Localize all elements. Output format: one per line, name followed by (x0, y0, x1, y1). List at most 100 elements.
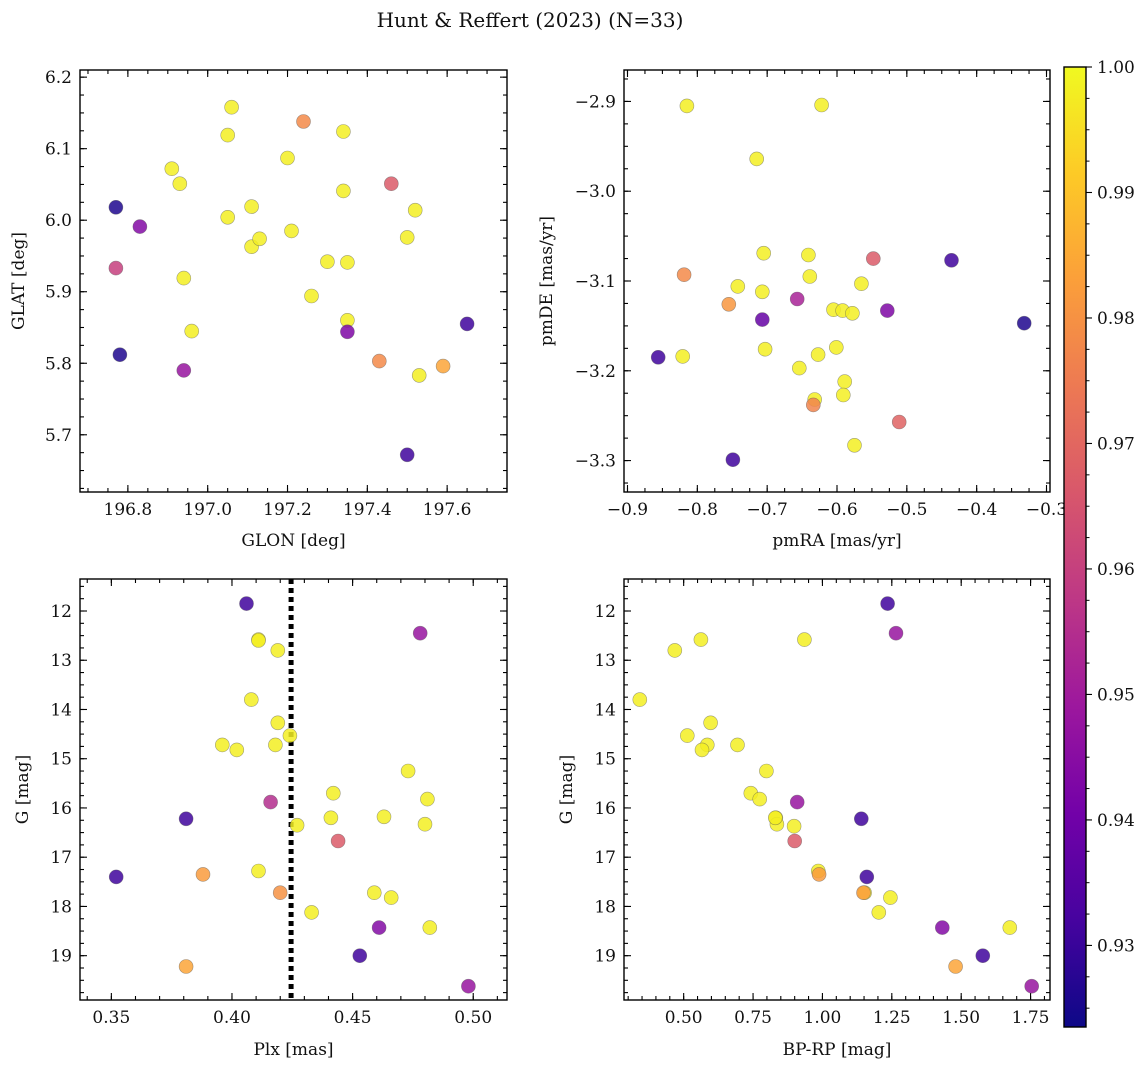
data-point (944, 252, 959, 268)
data-point (730, 279, 746, 294)
y-tick-label: 5.7 (45, 426, 72, 446)
data-point (400, 763, 416, 779)
data-point (811, 867, 827, 882)
data-point (284, 223, 299, 239)
colorbar-tick-label: 0.95 (1097, 685, 1135, 705)
data-point (789, 794, 805, 810)
plx-axis-label: Plx [mas] (253, 1040, 333, 1060)
y-tick-label: 5.9 (45, 283, 72, 303)
data-point (791, 360, 807, 376)
data-point (787, 833, 803, 849)
data-point (412, 625, 428, 641)
colorbar-tick-label: 0.98 (1097, 309, 1135, 329)
x-tick-label: 0.50 (665, 1008, 703, 1028)
panel-glon-glat: 196.8 197.0 197.2 197.4 197.6 5.7 5.8 5.9 6.0 6.1… (9, 68, 508, 551)
data-point (459, 316, 475, 332)
data-point (336, 124, 351, 139)
data-point (837, 374, 853, 389)
y-tick-label: 17 (594, 848, 616, 868)
data-point (934, 920, 950, 935)
data-point (178, 811, 194, 827)
data-point (220, 127, 235, 143)
data-point (828, 340, 844, 355)
data-point (676, 267, 692, 283)
glat-axis-label: GLAT [deg] (9, 232, 29, 330)
data-point (679, 98, 695, 114)
x-tick-label: −0.6 (816, 500, 857, 520)
y-tick-label: 12 (594, 602, 616, 622)
data-point (399, 230, 415, 245)
plx-g-axis-label: G [mag] (13, 755, 33, 824)
data-point (304, 288, 319, 304)
y-tick-label: −3.0 (575, 182, 616, 202)
panel-plx-g: 0.35 0.40 0.45 0.50 12 13 14 15 16 17 18 19 Plx [ma… (13, 578, 508, 1060)
data-point (108, 869, 124, 885)
data-point (352, 948, 368, 964)
data-point (340, 255, 355, 270)
data-point (888, 625, 904, 641)
y-tick-label: 18 (594, 897, 616, 917)
data-point (244, 199, 259, 214)
colorbar-tick-label: 0.94 (1097, 811, 1135, 831)
panel-pm: −0.9 −0.8 −0.7 −0.6 −0.5 −0.4 −0.3 −3.3 −3.2 −3.1… (537, 69, 1067, 551)
data-point (252, 231, 267, 247)
data-point (975, 948, 991, 964)
data-point (667, 643, 683, 658)
panel-cmd: 0.50 0.75 1.00 1.25 1.50 1.75 12 13 14 15 16 17 18 19… (557, 578, 1051, 1060)
data-point (336, 183, 351, 199)
data-point (108, 200, 124, 215)
data-point (854, 276, 869, 292)
colorbar-frame (1063, 66, 1087, 1028)
y-tick-label: 13 (594, 651, 616, 671)
data-point (215, 737, 230, 753)
data-point (220, 210, 235, 225)
data-point (224, 99, 239, 115)
data-point (270, 715, 286, 731)
data-point (383, 890, 399, 905)
data-point (632, 692, 648, 707)
y-tick-label: 16 (50, 799, 72, 819)
x-tick-label: 0.75 (734, 1008, 772, 1028)
pmde-axis-label: pmDE [mas/yr] (537, 216, 557, 346)
data-point (679, 728, 695, 743)
y-tick-label: 16 (594, 799, 616, 819)
data-point (749, 151, 765, 167)
x-tick-label: 0.40 (213, 1008, 251, 1028)
data-point (650, 349, 666, 365)
y-tick-label: 17 (50, 848, 72, 868)
x-tick-label: 1.00 (804, 1008, 842, 1028)
data-point (263, 794, 278, 810)
data-point (407, 202, 423, 218)
x-tick-label: 0.50 (454, 1008, 492, 1028)
data-point (810, 347, 826, 362)
y-tick-label: 6.1 (45, 140, 72, 160)
x-tick-label: 196.8 (104, 500, 153, 520)
data-point (132, 219, 148, 234)
data-point (730, 737, 745, 753)
data-point (754, 284, 770, 300)
data-point (280, 150, 295, 166)
panel-cmd-frame (623, 578, 1051, 1001)
y-tick-label: 14 (50, 700, 72, 720)
figure-title: Hunt & Reffert (2023) (N=33) (377, 8, 684, 32)
y-tick-label: 19 (594, 947, 616, 967)
x-tick-label: −0.9 (607, 500, 648, 520)
data-point (865, 251, 881, 266)
x-tick-label: −0.5 (886, 500, 927, 520)
y-tick-label: 15 (594, 750, 616, 770)
x-tick-label: 1.50 (942, 1008, 980, 1028)
data-point (330, 833, 346, 849)
x-tick-label: 197.4 (343, 500, 392, 520)
data-point (268, 737, 283, 753)
data-point (805, 397, 821, 413)
data-point (371, 353, 387, 369)
data-point (176, 270, 192, 286)
data-point (694, 742, 710, 758)
y-tick-label: 14 (594, 700, 616, 720)
data-point (847, 437, 862, 453)
data-point (797, 632, 812, 647)
data-point (767, 810, 783, 826)
data-point (325, 785, 341, 801)
y-tick-label: 6.0 (45, 211, 72, 231)
